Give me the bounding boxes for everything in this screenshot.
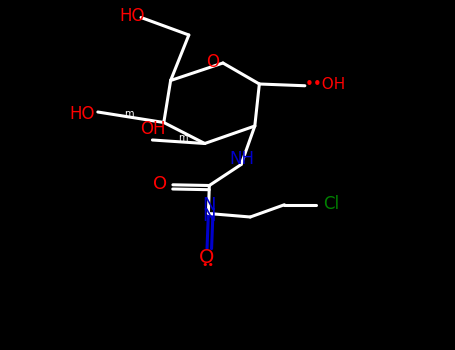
- Text: HO: HO: [119, 7, 145, 26]
- Text: m: m: [124, 109, 133, 119]
- Text: O: O: [199, 248, 215, 267]
- Text: OH: OH: [141, 120, 166, 139]
- Text: N: N: [202, 207, 216, 225]
- Text: O: O: [207, 53, 219, 71]
- Text: NH: NH: [230, 150, 254, 168]
- Text: O: O: [153, 175, 167, 193]
- Text: N: N: [202, 196, 216, 214]
- Text: ••: ••: [201, 260, 214, 270]
- Text: HO: HO: [69, 105, 95, 123]
- Text: ••OH: ••OH: [305, 77, 346, 92]
- Text: Cl: Cl: [323, 195, 339, 213]
- Text: m: m: [178, 133, 188, 143]
